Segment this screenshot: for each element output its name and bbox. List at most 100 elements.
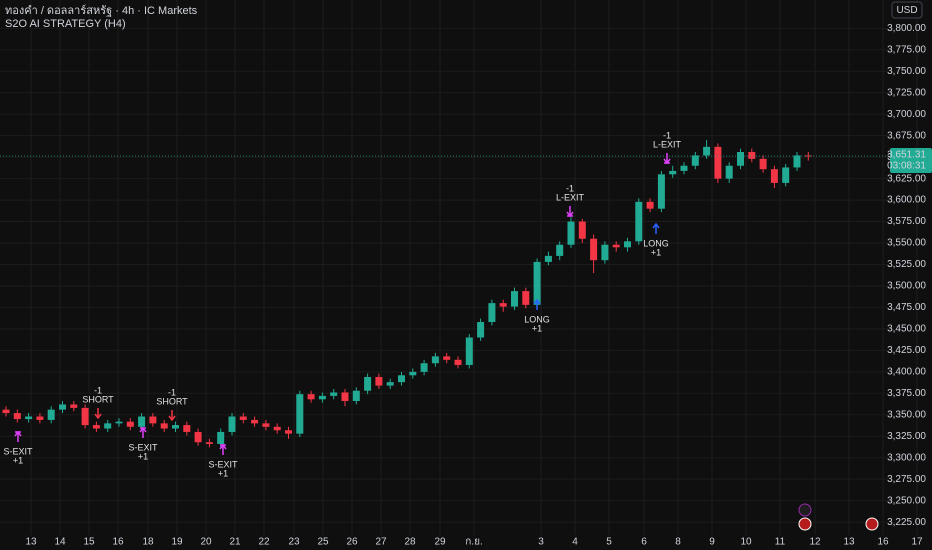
signal-qty: +1 <box>651 247 661 257</box>
candle-body <box>341 392 349 402</box>
y-tick-label: 3,575.00 <box>887 216 926 227</box>
candle-body <box>725 165 733 179</box>
candle-body <box>217 431 225 444</box>
candle-body <box>70 404 78 408</box>
candle-body <box>533 261 541 305</box>
candle-body <box>454 359 462 365</box>
signal-qty: +1 <box>532 323 542 333</box>
y-tick-label: 3,425.00 <box>887 345 926 356</box>
signal-arrow-head <box>652 222 660 229</box>
countdown: 03:08:31 <box>887 161 926 172</box>
signal-label: S-EXIT <box>208 459 238 469</box>
x-tick-label: 10 <box>740 537 752 548</box>
y-tick-label: 3,300.00 <box>887 452 926 463</box>
signal-qty: +1 <box>138 451 148 461</box>
candle-body <box>36 416 44 420</box>
candle-body <box>511 291 518 307</box>
signal-label: S-EXIT <box>3 446 33 456</box>
y-tick-label: 3,325.00 <box>887 431 926 442</box>
y-tick-label: 3,450.00 <box>887 324 926 335</box>
candle-body <box>59 404 66 410</box>
candle-body <box>465 337 473 365</box>
candle-body <box>296 394 304 434</box>
signal-label: LONG <box>524 314 550 324</box>
candle-body <box>567 221 575 245</box>
candle-body <box>770 169 778 183</box>
event-icon[interactable] <box>798 517 812 531</box>
x-tick-label: 26 <box>346 537 358 548</box>
y-tick-label: 3,600.00 <box>887 195 926 206</box>
signal-label: SHORT <box>82 394 114 404</box>
candle-body <box>431 356 439 364</box>
y-tick-label: 3,700.00 <box>887 109 926 120</box>
y-tick-label: 3,275.00 <box>887 474 926 485</box>
x-tick-label: 6 <box>641 537 647 548</box>
signal-qty: +1 <box>13 455 23 465</box>
candle-body <box>160 423 168 429</box>
y-tick-label: 3,250.00 <box>887 495 926 506</box>
x-tick-label: 12 <box>809 537 821 548</box>
candle-body <box>149 416 157 424</box>
y-tick-label: 3,350.00 <box>887 409 926 420</box>
y-tick-label: 3,775.00 <box>887 44 926 55</box>
grid <box>0 0 918 535</box>
candle-body <box>420 363 428 372</box>
y-tick-label: 3,225.00 <box>887 517 926 528</box>
x-tick-label: 27 <box>375 537 387 548</box>
candle-body <box>104 423 112 429</box>
plot <box>2 139 812 448</box>
last-price-label: 3,651.31 <box>887 150 926 161</box>
event-icon[interactable] <box>798 503 812 517</box>
currency[interactable]: USD <box>896 5 917 16</box>
candle-body <box>115 421 123 424</box>
x-tick-label: 18 <box>142 537 154 548</box>
candle-body <box>138 416 146 427</box>
x-tick-label: 15 <box>83 537 95 548</box>
currency-button[interactable] <box>891 1 923 19</box>
signal-arrow-head <box>533 298 541 305</box>
candle-body <box>25 416 33 420</box>
signal-qty: -1 <box>168 387 176 397</box>
candle-body <box>657 174 665 209</box>
candle-body <box>330 392 338 396</box>
event-icon[interactable] <box>865 517 879 531</box>
x-tick-label: 22 <box>258 537 270 548</box>
signal-label: S-EXIT <box>128 442 158 452</box>
candle-body <box>477 322 485 338</box>
signal-qty: -1 <box>94 385 102 395</box>
candle-body <box>352 390 360 402</box>
y-tick-label: 3,725.00 <box>887 87 926 98</box>
candle-body <box>635 201 643 242</box>
candle-body <box>782 167 790 183</box>
x-tick-label: 3 <box>538 537 544 548</box>
candle-body <box>737 151 744 166</box>
signal-arrow-head <box>94 413 102 420</box>
candle-body <box>194 431 202 443</box>
candle-body <box>262 423 270 427</box>
x-tick-label: 5 <box>606 537 612 548</box>
candle-body <box>488 303 496 323</box>
candle-body <box>759 158 767 170</box>
y-tick-label: 3,400.00 <box>887 366 926 377</box>
x-tick-label: 4 <box>572 537 578 548</box>
candle-body <box>646 201 654 209</box>
x-tick-label: 19 <box>171 537 183 548</box>
candle-body <box>669 170 677 175</box>
candle-body <box>386 382 394 386</box>
candle-body <box>703 146 711 156</box>
candle-body <box>601 244 609 261</box>
chart-title: ทองคำ / ดอลลาร์สหรัฐ · 4h · IC Markets <box>5 4 198 17</box>
x-tick-label: 8 <box>675 537 681 548</box>
candle-body <box>273 426 281 431</box>
last-price-box <box>890 148 932 174</box>
signal-qty: -1 <box>566 183 574 193</box>
candle-body <box>556 244 564 256</box>
y-tick-label: 3,475.00 <box>887 302 926 313</box>
candle-body <box>13 413 21 420</box>
indicator-title: S2O AI STRATEGY (H4) <box>5 18 126 30</box>
x-tick-label: 14 <box>54 537 66 548</box>
candle-body <box>499 303 507 307</box>
candle-body <box>205 442 213 444</box>
y-tick-label: 3,625.00 <box>887 173 926 184</box>
